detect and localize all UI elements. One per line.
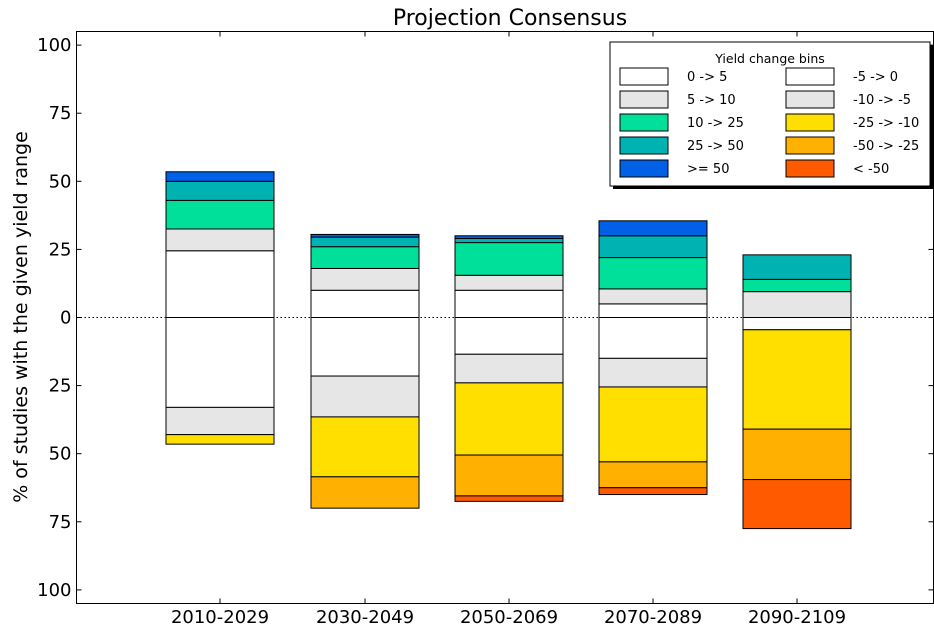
y-tick-label: 100 (37, 35, 71, 56)
legend-label: >= 50 (687, 162, 729, 177)
legend-swatch (785, 159, 835, 178)
bar-segment (742, 278, 852, 293)
bar-segment (310, 236, 420, 248)
bar-segment (598, 220, 708, 237)
legend-swatch (619, 159, 669, 178)
chart-title: Projection Consensus (393, 6, 627, 31)
x-tick-label: 2050-2069 (460, 607, 558, 628)
x-tick-label: 2090-2109 (748, 607, 846, 628)
y-tick-label: 25 (49, 239, 72, 260)
bar-segment (310, 416, 420, 478)
bar-segment (165, 434, 275, 445)
bar-segment (454, 353, 564, 384)
bar-segment (598, 303, 708, 318)
y-tick-label: 100 (37, 580, 71, 601)
legend-swatch (619, 136, 669, 155)
bar-segment (598, 235, 708, 259)
legend-swatch (785, 67, 835, 86)
bar-segment (598, 317, 708, 359)
bar-segment (598, 487, 708, 496)
x-tick-label: 2030-2049 (316, 607, 414, 628)
bar-segment (310, 375, 420, 418)
bar-segment (165, 180, 275, 201)
bar-segment (310, 246, 420, 269)
legend-swatch (619, 90, 669, 109)
bar-segment (454, 274, 564, 291)
bar-segment (598, 357, 708, 388)
legend-label: -25 -> -10 (853, 116, 919, 131)
bar-segment (598, 461, 708, 489)
bar-segment (454, 382, 564, 456)
bar-segment (165, 199, 275, 230)
y-tick-label: 75 (49, 512, 72, 533)
legend-label: < -50 (853, 162, 889, 177)
y-tick-label: 25 (49, 376, 72, 397)
bar-segment (165, 406, 275, 436)
bar-segment (310, 289, 420, 318)
bar-segment (454, 242, 564, 276)
legend-label: -50 -> -25 (853, 139, 919, 154)
legend-label: 10 -> 25 (687, 116, 744, 131)
legend-label: 25 -> 50 (687, 139, 744, 154)
bar-segment (165, 317, 275, 408)
bar-segment (742, 254, 852, 280)
y-tick-label: 50 (49, 171, 72, 192)
legend-label: -5 -> 0 (853, 70, 898, 85)
bar-stack (310, 233, 420, 509)
legend-swatch (619, 113, 669, 132)
bar-segment (454, 495, 564, 502)
bar-segment (598, 257, 708, 290)
bar-segment (742, 329, 852, 430)
bar-segment (742, 479, 852, 530)
bar-segment (598, 288, 708, 305)
legend-swatch (619, 67, 669, 86)
legend-label: 0 -> 5 (687, 70, 727, 85)
bar-segment (454, 235, 564, 240)
bar-stacks (165, 171, 852, 530)
bar-segment (310, 317, 420, 377)
y-tick-label: 0 (60, 308, 71, 329)
bar-segment (454, 454, 564, 497)
bar-segment (454, 317, 564, 355)
legend-swatch (785, 136, 835, 155)
bar-segment (310, 476, 420, 509)
bar-stack (454, 235, 564, 502)
bar-segment (742, 291, 852, 318)
bar-segment (310, 267, 420, 291)
bar-segment (310, 233, 420, 238)
bar-segment (454, 238, 564, 244)
legend-title: Yield change bins (714, 51, 825, 66)
bar-stack (165, 171, 275, 445)
bar-segment (454, 289, 564, 318)
bar-segment (165, 228, 275, 252)
legend-swatch (785, 113, 835, 132)
legend-label: 5 -> 10 (687, 93, 736, 108)
bar-stack (742, 254, 852, 530)
y-tick-label: 75 (49, 103, 72, 124)
x-tick-label: 2010-2029 (171, 607, 269, 628)
y-tick-label: 50 (49, 444, 72, 465)
y-axis-label: % of studies with the given yield range (10, 131, 32, 503)
bar-segment (598, 386, 708, 463)
legend-swatch (785, 90, 835, 109)
x-tick-label: 2070-2089 (604, 607, 702, 628)
axis-ticks: 100 75 50 25 0 25 50 75 100 2010-2029 2030-2049 205… (37, 31, 934, 628)
bar-segment (165, 171, 275, 182)
bar-segment (165, 250, 275, 318)
bar-stack (598, 220, 708, 496)
bar-segment (742, 428, 852, 481)
bar-segment (742, 317, 852, 331)
legend: Yield change bins 0 -> 5 5 -> 10 10 -> 25 25… (609, 41, 933, 189)
legend-label: -10 -> -5 (853, 93, 911, 108)
